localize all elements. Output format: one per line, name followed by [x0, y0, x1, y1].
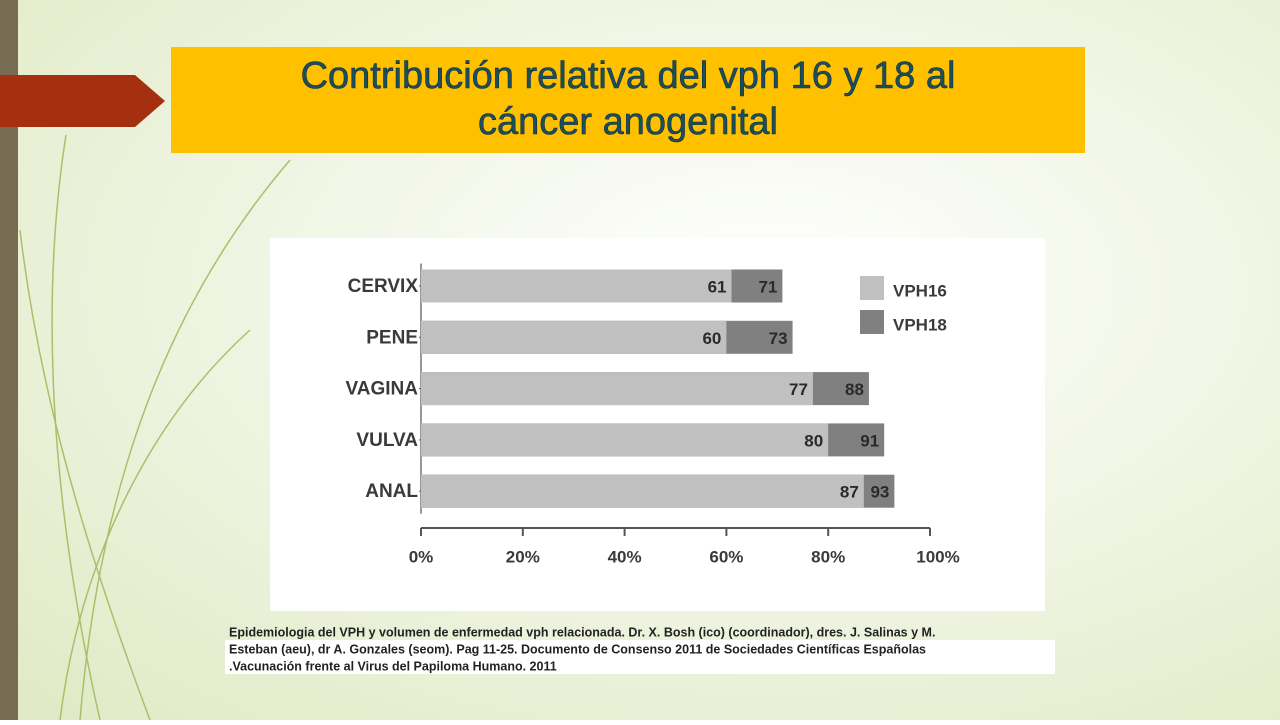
arrow — [0, 75, 165, 127]
legend-label: VPH16 — [893, 281, 947, 300]
title-box — [171, 47, 1085, 153]
citation-box — [225, 640, 1055, 674]
value-label: 93 — [870, 483, 889, 502]
value-label: 71 — [758, 277, 777, 296]
category-label: VULVA — [356, 430, 418, 451]
title-line: Contribución relativa del vph 16 y 18 al — [301, 55, 956, 97]
bar — [421, 269, 732, 303]
citation-line: Epidemiologia del VPH y volumen de enfer… — [229, 625, 935, 639]
category-label: VAGINA — [346, 379, 419, 400]
x-tick-label: 0% — [409, 547, 434, 566]
side-bar — [0, 0, 18, 720]
value-label: 88 — [845, 380, 864, 399]
category-label: CERVIX — [348, 276, 419, 297]
value-label: 80 — [804, 431, 823, 450]
value-label: 60 — [702, 329, 721, 348]
bar — [421, 474, 864, 508]
x-tick-label: 20% — [506, 547, 540, 566]
x-tick-label: 40% — [608, 547, 642, 566]
value-label: 91 — [860, 431, 879, 450]
x-tick-label: 80% — [811, 547, 845, 566]
value-label: 61 — [708, 277, 727, 296]
value-label: 87 — [840, 483, 859, 502]
citation-line: .Vacunación frente al Virus del Papiloma… — [229, 659, 557, 673]
bar — [421, 372, 813, 406]
value-label: 77 — [789, 380, 808, 399]
legend-swatch — [860, 310, 884, 334]
bar — [421, 320, 727, 354]
legend-swatch — [860, 276, 884, 300]
title-line: cáncer anogenital — [478, 101, 778, 143]
bar — [421, 423, 829, 457]
x-tick-label: 60% — [709, 547, 743, 566]
legend-label: VPH18 — [893, 315, 947, 334]
decor-lines — [19, 134, 291, 721]
citation-line: Esteban (aeu), dr A. Gonzales (seom). Pa… — [229, 642, 926, 656]
category-label: PENE — [366, 327, 418, 348]
value-label: 73 — [769, 329, 788, 348]
chart: 0% 20% 40% 60% 80% 100% CERVIX PENE VAGINA VULVA A… — [346, 263, 960, 566]
category-label: ANAL — [365, 481, 418, 502]
x-tick-label: 100% — [916, 547, 959, 566]
